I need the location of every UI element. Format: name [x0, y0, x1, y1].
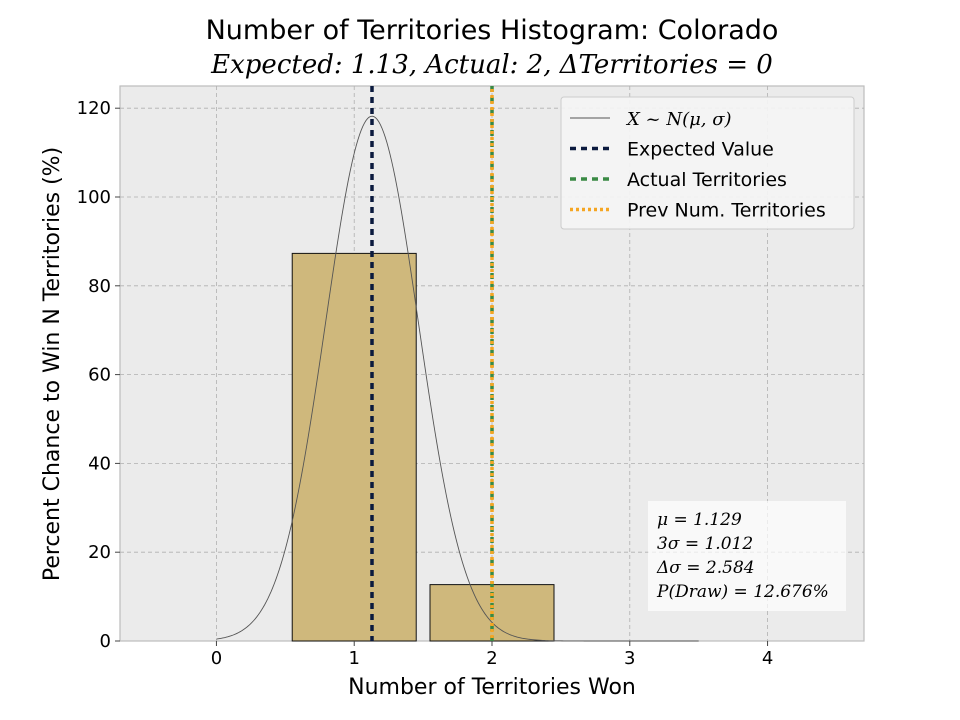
legend: X ~ N(μ, σ) Expected Value Actual Territor…	[560, 96, 855, 230]
chart-subtitle: Expected: 1.13, Actual: 2, ΔTerritories …	[210, 50, 773, 80]
stats-box: μ = 1.129 3σ = 1.012 Δσ = 2.584 P(Draw) = 1…	[648, 501, 846, 611]
legend-label: X ~ N(μ, σ)	[625, 109, 732, 130]
reference-lines	[370, 86, 494, 641]
x-axis-label: Number of Territories Won	[348, 675, 636, 700]
normal-curve-line	[216, 115, 699, 642]
y-tick-label: 120	[77, 98, 111, 119]
histogram-bar	[291, 252, 417, 642]
normal-curve	[216, 115, 699, 642]
y-tick-label: 100	[77, 187, 111, 208]
x-tick-label: 3	[624, 648, 635, 669]
stats-line: μ = 1.129	[657, 510, 742, 530]
stats-entries: μ = 1.129 3σ = 1.012 Δσ = 2.584 P(Draw) = 1…	[656, 510, 829, 602]
x-tick-label: 1	[348, 648, 359, 669]
stats-line: P(Draw) = 12.676%	[656, 582, 829, 602]
y-axis-label: Percent Chance to Win N Territories (%)	[40, 147, 65, 581]
chart-title: Number of Territories Histogram: Colorad…	[206, 15, 779, 46]
axis-ticks: 0 20 40 60 80 100 120 0 1 2 3 4	[77, 98, 774, 669]
stats-box-background	[648, 501, 846, 611]
x-tick-label: 0	[211, 648, 222, 669]
x-tick-label: 2	[486, 648, 497, 669]
y-tick-label: 60	[88, 365, 111, 386]
y-tick-label: 40	[88, 453, 111, 474]
legend-label: Expected Value	[627, 139, 774, 161]
legend-entries: X ~ N(μ, σ) Expected Value Actual Territor…	[570, 109, 826, 222]
stats-line: 3σ = 1.012	[657, 534, 753, 554]
x-tick-label: 4	[762, 648, 773, 669]
legend-box	[560, 96, 855, 230]
legend-label: Actual Territories	[627, 169, 787, 191]
y-tick-label: 20	[88, 542, 111, 563]
stats-line: Δσ = 2.584	[656, 558, 755, 578]
y-tick-label: 0	[100, 631, 111, 652]
y-tick-label: 80	[88, 276, 111, 297]
legend-label: Prev Num. Territories	[627, 200, 826, 222]
